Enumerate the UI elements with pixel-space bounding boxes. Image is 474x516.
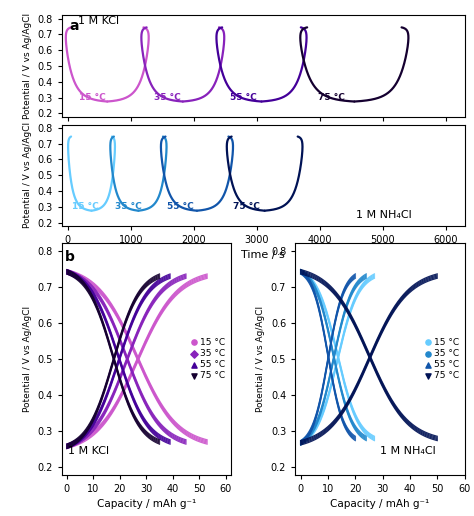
X-axis label: Capacity / mAh g⁻¹: Capacity / mAh g⁻¹ <box>330 499 429 509</box>
Y-axis label: Potential / V vs Ag/AgCl: Potential / V vs Ag/AgCl <box>23 306 32 412</box>
X-axis label: Time / s: Time / s <box>241 250 285 261</box>
Text: 1 M NH₄Cl: 1 M NH₄Cl <box>356 209 412 220</box>
X-axis label: Capacity / mAh g⁻¹: Capacity / mAh g⁻¹ <box>97 499 196 509</box>
Text: 55 °C: 55 °C <box>230 93 256 102</box>
Legend: 15 °C, 35 °C, 55 °C, 75 °C: 15 °C, 35 °C, 55 °C, 75 °C <box>190 337 227 381</box>
Text: 75 °C: 75 °C <box>233 202 260 211</box>
Text: 75 °C: 75 °C <box>318 93 345 102</box>
Text: 1 M KCl: 1 M KCl <box>68 446 109 456</box>
Text: 1 M KCl: 1 M KCl <box>78 15 119 26</box>
Text: a: a <box>70 19 79 33</box>
Text: 35 °C: 35 °C <box>154 93 181 102</box>
Text: b: b <box>65 250 75 264</box>
Y-axis label: Potential / V vs Ag/AgCl: Potential / V vs Ag/AgCl <box>23 13 32 119</box>
Text: 15 °C: 15 °C <box>79 93 105 102</box>
Legend: 15 °C, 35 °C, 55 °C, 75 °C: 15 °C, 35 °C, 55 °C, 75 °C <box>423 337 460 381</box>
Y-axis label: Potential / V vs Ag/AgCl: Potential / V vs Ag/AgCl <box>23 122 32 228</box>
Text: 55 °C: 55 °C <box>167 202 193 211</box>
Text: 15 °C: 15 °C <box>72 202 99 211</box>
Text: 1 M NH₄Cl: 1 M NH₄Cl <box>380 446 436 456</box>
Text: 35 °C: 35 °C <box>115 202 142 211</box>
Y-axis label: Potential / V vs Ag/AgCl: Potential / V vs Ag/AgCl <box>256 306 265 412</box>
